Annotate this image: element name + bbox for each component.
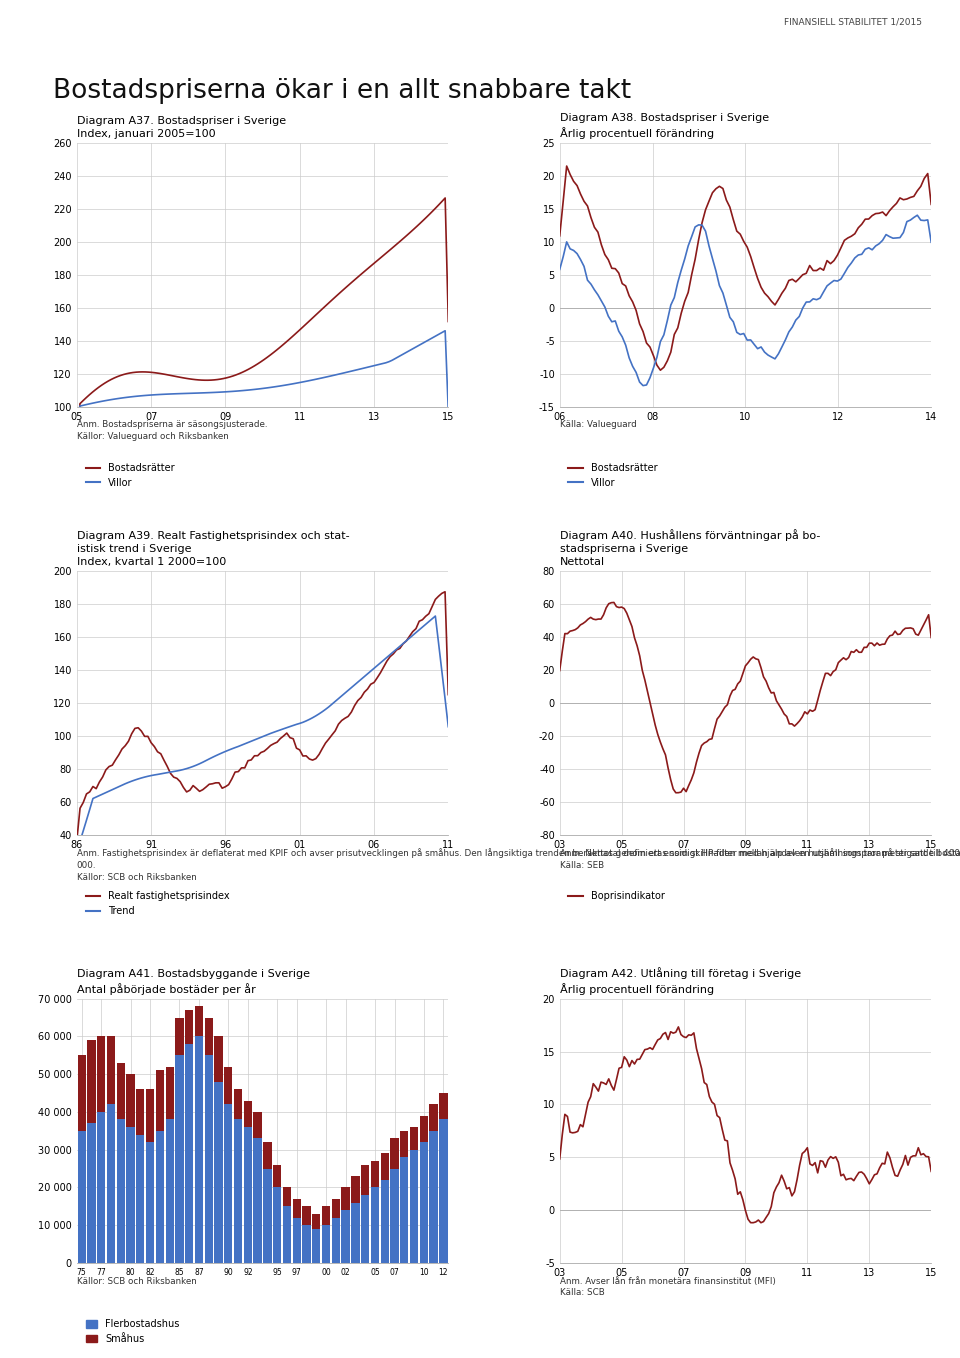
Bar — [234, 1089, 242, 1119]
Bar — [214, 1082, 223, 1263]
Bar — [253, 1138, 262, 1263]
Bar — [195, 1006, 204, 1036]
Bar — [263, 1169, 272, 1263]
Text: Diagram A39. Realt Fastighetsprisindex och stat-
istisk trend i Sverige
Index, k: Diagram A39. Realt Fastighetsprisindex o… — [77, 531, 349, 568]
Bar — [420, 1116, 428, 1142]
Text: Diagram A41. Bostadsbyggande i Sverige
Antal påbörjade bostäder per år: Diagram A41. Bostadsbyggande i Sverige A… — [77, 970, 310, 995]
Bar — [116, 1119, 125, 1263]
Bar — [273, 1187, 281, 1263]
Bar — [371, 1161, 379, 1187]
Bar — [332, 1199, 340, 1218]
Bar — [127, 1127, 134, 1263]
Text: Anm. Nettotal definieras som skillnaden mellan andelen hushåll som tror på stiga: Anm. Nettotal definieras som skillnaden … — [560, 849, 960, 870]
Bar — [410, 1127, 419, 1150]
Bar — [87, 1040, 96, 1123]
Text: Diagram A38. Bostadspriser i Sverige
Årlig procentuell förändring: Diagram A38. Bostadspriser i Sverige Årl… — [560, 113, 769, 139]
Bar — [234, 1119, 242, 1263]
Legend: Bostadsrätter, Villor: Bostadsrätter, Villor — [564, 459, 661, 492]
Bar — [391, 1138, 398, 1169]
Bar — [440, 1119, 447, 1263]
Text: Källor: SCB och Riksbanken: Källor: SCB och Riksbanken — [77, 1277, 197, 1286]
Bar — [400, 1157, 408, 1263]
Bar — [400, 1131, 408, 1157]
Legend: Realt fastighetsprisindex, Trend: Realt fastighetsprisindex, Trend — [82, 887, 233, 919]
Bar — [283, 1187, 291, 1206]
Bar — [146, 1142, 155, 1263]
Bar — [263, 1142, 272, 1169]
Bar — [273, 1165, 281, 1187]
Text: Anm. Bostadspriserna är säsongsjusterade.
Källor: Valueguard och Riksbanken: Anm. Bostadspriserna är säsongsjusterade… — [77, 421, 267, 441]
Bar — [204, 1017, 213, 1055]
Bar — [342, 1210, 349, 1263]
Bar — [107, 1104, 115, 1263]
Bar — [195, 1036, 204, 1263]
Bar — [391, 1169, 398, 1263]
Bar — [156, 1070, 164, 1131]
Text: FINANSIELL STABILITET 1/2015: FINANSIELL STABILITET 1/2015 — [783, 18, 922, 27]
Bar — [293, 1218, 300, 1263]
Bar — [380, 1153, 389, 1180]
Bar — [410, 1150, 419, 1263]
Bar — [87, 1123, 96, 1263]
Bar — [302, 1206, 311, 1225]
Bar — [429, 1104, 438, 1131]
Bar — [312, 1214, 321, 1229]
Bar — [429, 1131, 438, 1263]
Bar — [312, 1229, 321, 1263]
Bar — [380, 1180, 389, 1263]
Bar — [165, 1066, 174, 1119]
Bar — [351, 1176, 360, 1203]
Bar — [78, 1131, 85, 1263]
Bar — [214, 1036, 223, 1082]
Bar — [107, 1036, 115, 1104]
Bar — [185, 1010, 193, 1044]
Text: Diagram A40. Hushållens förväntningar på bo-
stadspriserna i Sverige
Nettotal: Diagram A40. Hushållens förväntningar på… — [560, 528, 820, 568]
Bar — [127, 1074, 134, 1127]
Bar — [97, 1112, 106, 1263]
Bar — [97, 1036, 106, 1112]
Bar — [225, 1104, 232, 1263]
Bar — [176, 1055, 183, 1263]
Text: Diagram A42. Utlåning till företag i Sverige
Årlig procentuell förändring: Diagram A42. Utlåning till företag i Sve… — [560, 967, 801, 995]
Bar — [342, 1187, 349, 1210]
Legend: Bostadsrätter, Villor: Bostadsrätter, Villor — [82, 459, 179, 492]
Bar — [225, 1066, 232, 1104]
Bar — [253, 1112, 262, 1138]
Bar — [136, 1134, 145, 1263]
Bar — [420, 1142, 428, 1263]
Legend: Flerbostadshus, Småhus: Flerbostadshus, Småhus — [82, 1316, 183, 1348]
Bar — [322, 1206, 330, 1225]
Bar — [176, 1017, 183, 1055]
Bar — [361, 1195, 370, 1263]
Text: Bostadspriserna ökar i en allt snabbare takt: Bostadspriserna ökar i en allt snabbare … — [53, 77, 631, 105]
Legend: Boprisindikator: Boprisindikator — [564, 887, 668, 904]
Bar — [116, 1063, 125, 1119]
Bar — [332, 1218, 340, 1263]
Bar — [165, 1119, 174, 1263]
Text: Källa: Valueguard: Källa: Valueguard — [560, 421, 636, 429]
Bar — [283, 1206, 291, 1263]
Bar — [78, 1055, 85, 1131]
Bar — [371, 1187, 379, 1263]
Bar — [156, 1131, 164, 1263]
Bar — [185, 1044, 193, 1263]
Bar — [361, 1165, 370, 1195]
Bar — [146, 1089, 155, 1142]
Bar — [136, 1089, 145, 1134]
Bar — [351, 1203, 360, 1263]
Bar — [440, 1093, 447, 1119]
Bar — [302, 1225, 311, 1263]
Bar — [244, 1100, 252, 1127]
Bar — [293, 1199, 300, 1218]
Text: Diagram A37. Bostadspriser i Sverige
Index, januari 2005=100: Diagram A37. Bostadspriser i Sverige Ind… — [77, 115, 286, 139]
Bar — [244, 1127, 252, 1263]
Text: Anm. Fastighetsprisindex är deflaterat med KPIF och avser prisutvecklingen på sm: Anm. Fastighetsprisindex är deflaterat m… — [77, 849, 960, 881]
Bar — [204, 1055, 213, 1263]
Text: Anm. Avser lån från monetära finansinstitut (MFI)
Källa: SCB: Anm. Avser lån från monetära finansinsti… — [560, 1277, 776, 1297]
Bar — [322, 1225, 330, 1263]
